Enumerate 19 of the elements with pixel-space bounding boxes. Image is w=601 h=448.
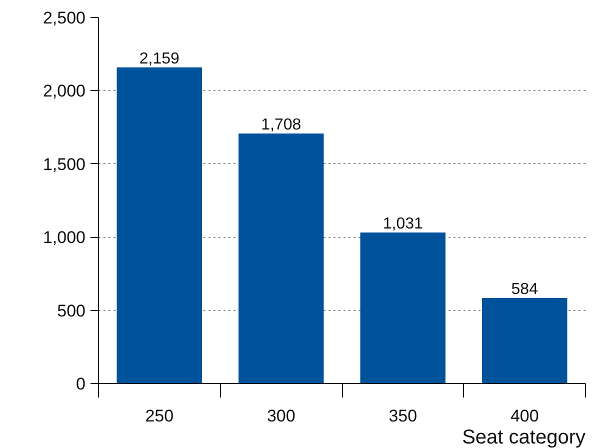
x-axis-title: Seat category (462, 426, 586, 448)
x-tick-label: 250 (145, 406, 174, 426)
bar (360, 232, 446, 384)
data-label: 1,708 (261, 116, 302, 134)
y-tick-label: 500 (57, 301, 86, 320)
y-tick-label: 1,000 (42, 228, 86, 248)
data-label: 1,031 (382, 216, 423, 233)
bar (238, 133, 324, 384)
y-tick-label: 1,500 (42, 154, 86, 174)
y-tick-label: 2,000 (42, 82, 86, 101)
data-label: 584 (511, 281, 538, 298)
x-tick-label: 350 (388, 406, 418, 426)
bar (482, 298, 568, 384)
x-tick-label: 300 (266, 406, 296, 426)
data-label: 2,159 (139, 50, 180, 68)
y-tick-label: 0 (76, 374, 86, 394)
x-tick-label: 400 (510, 406, 539, 426)
y-tick-label: 2,500 (42, 8, 86, 28)
bar (116, 67, 202, 384)
